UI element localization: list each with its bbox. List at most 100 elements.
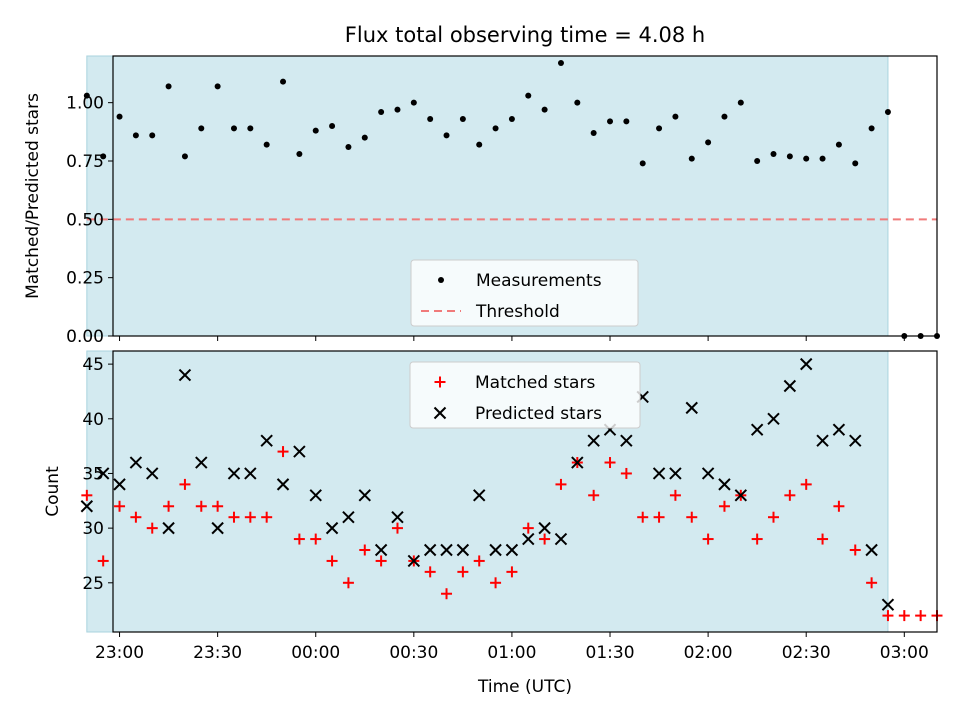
predicted-star-point [489,543,502,557]
measurement-point [198,125,205,132]
legend-label: Predicted stars [475,404,602,424]
matched-star-point [212,500,224,512]
predicted-star-point [227,467,241,480]
legend-label: Threshold [475,302,560,322]
chart-title: Flux total observing time = 4.08 h [345,23,705,47]
x-tick-label: 03:00 [880,643,929,663]
predicted-star-point [881,598,895,611]
matched-star-point [604,457,616,469]
bottom-y-ticks: 25 30 35 40 45 [82,355,113,594]
predicted-star-point [587,434,600,447]
predicted-star-point [276,478,290,491]
legend-predicted-marker [433,406,447,420]
predicted-star-point [358,489,371,502]
measurement-point [329,123,336,129]
measurement-point [656,125,663,132]
bottom-axes-frame [112,350,938,633]
predicted-star-point [620,434,633,447]
matched-star-point [130,511,142,523]
matched-star-point [555,478,567,490]
matched-star-point [441,588,453,600]
measurement-point [427,116,434,122]
measurement-point [835,141,842,148]
predicted-star-point [767,412,780,425]
matched-star-point [718,500,730,512]
legend-box [410,259,639,327]
measurement-point [165,83,172,90]
predicted-star-point [701,467,715,480]
x-axis-label: Time (UTC) [477,677,572,697]
top-plot-marks [83,60,940,339]
y-tick-label: 45 [82,355,104,375]
predicted-star-point [129,456,143,469]
predicted-star-point [260,434,273,447]
measurement-point [672,113,679,120]
predicted-star-point [96,467,110,480]
measurement-point [786,153,793,160]
measurement-point [525,92,532,99]
matched-star-point [539,533,551,545]
predicted-star-point [849,434,862,447]
matched-star-point [653,511,665,523]
x-tick-label: 23:30 [193,643,242,663]
legend-matched-marker [434,376,446,388]
matched-star-point [146,522,158,534]
matched-star-point [81,489,93,501]
predicted-star-point [571,456,584,469]
measurement-point [378,109,385,115]
bottom-legend: Matched stars Predicted stars [409,361,641,429]
predicted-star-point [669,467,682,480]
matched-star-point [261,511,273,523]
measurement-point [263,141,270,148]
measurement-point [116,113,123,120]
matched-star-point [244,511,256,523]
measurement-point [230,125,237,132]
measurement-point [737,99,744,106]
measurement-point [361,134,368,141]
predicted-star-point [750,423,764,436]
predicted-star-point [554,532,568,546]
top-legend: Measurements Threshold [410,259,639,327]
matched-star-point [457,566,469,578]
y-tick-label: 30 [82,519,104,539]
measurement-point [623,118,630,125]
matched-star-point [506,566,518,578]
predicted-star-point [473,489,486,502]
predicted-star-point [538,521,551,535]
measurement-point [132,132,139,139]
measurement-point [296,151,303,157]
measurement-point [852,160,859,167]
top-axes-frame [112,55,938,337]
predicted-star-point [211,521,224,535]
measurement-point [345,144,352,150]
matched-star-point [522,522,534,534]
matched-star-point [391,522,403,534]
x-tick-label: 02:30 [782,643,831,663]
matched-star-point [424,566,436,578]
y-tick-label: 0.25 [66,269,104,289]
measurement-point [181,153,188,160]
y-tick-label: 0.75 [66,152,104,172]
predicted-star-point [244,467,257,480]
measurement-point [607,118,614,125]
predicted-star-point [456,543,470,557]
measurement-point [868,125,875,132]
predicted-star-point [293,445,306,458]
matched-star-point [114,500,126,512]
y-tick-label: 0.00 [66,327,104,347]
matched-star-point [97,555,109,567]
measurement-point [754,158,761,164]
measurement-point [247,125,254,132]
measurement-point [770,151,777,157]
measurement-point [819,155,826,162]
measurement-point [214,83,221,90]
matched-star-point [817,533,829,545]
measurement-point [459,116,466,122]
matched-star-point [310,533,322,545]
predicted-star-point [113,478,126,491]
predicted-star-point [865,543,878,557]
bottom-y-axis-label: Count [43,466,63,517]
matched-star-point [849,544,861,556]
measurement-point [100,153,107,160]
